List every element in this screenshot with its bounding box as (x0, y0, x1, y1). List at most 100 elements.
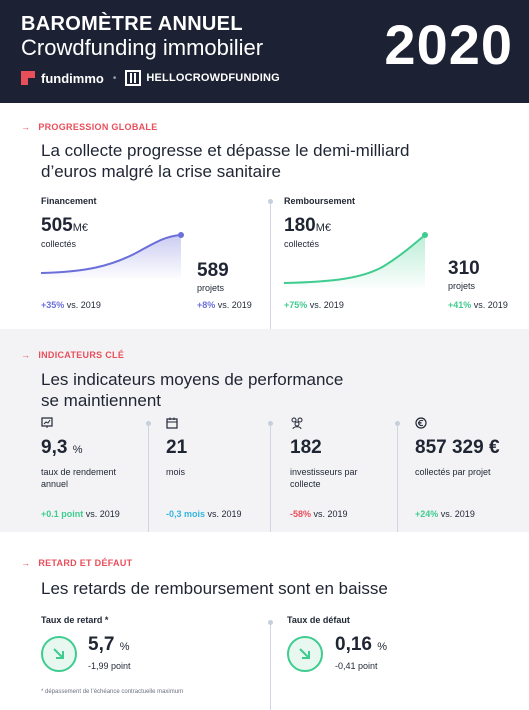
rendement-caption: taux de rendement annuel (41, 466, 116, 490)
remboursement-caption: collectés (284, 239, 320, 249)
financement-area (41, 235, 181, 278)
trend-down-icon (41, 636, 77, 672)
section-indicateurs: → INDICATEURS CLÉ Les indicateurs moyens … (0, 329, 529, 532)
taux-retard-delta: -1,99 point (88, 661, 131, 671)
indicateurs-divider-dot-2 (268, 421, 273, 426)
investisseurs-delta-suffix: vs. 2019 (313, 509, 348, 519)
progression-lead-line2: d’euros malgré la crise sanitaire (41, 162, 281, 181)
montant-projet-delta-value: +24% (415, 509, 439, 519)
retard-footnote: * dépassement de l’échéance contractuell… (41, 689, 184, 695)
rendement-delta: +0.1 point vs. 2019 (41, 509, 120, 519)
retard-kicker: → RETARD ET DÉFAUT (21, 558, 132, 568)
indicateurs-kicker: → INDICATEURS CLÉ (21, 350, 124, 360)
report-title: BAROMÈTRE ANNUEL (21, 13, 243, 35)
partner-logos: fundimmo • HELLOCROWDFUNDING (21, 70, 280, 86)
taux-retard-value: 5,7 % (88, 634, 129, 656)
financement-delta-projects-suffix: vs. 2019 (217, 300, 252, 310)
financement-delta-projects-value: +8% (197, 300, 216, 310)
indicateurs-divider-dot-3 (395, 421, 400, 426)
trend-down-icon (287, 636, 323, 672)
financement-line (41, 234, 182, 274)
remboursement-label: Remboursement (284, 196, 356, 206)
investisseurs-delta: -58% vs. 2019 (290, 509, 348, 519)
arrow-right-icon: → (21, 122, 31, 132)
indicateurs-divider-dot-1 (146, 421, 151, 426)
taux-defaut-label: Taux de défaut (287, 615, 350, 625)
taux-defaut-delta: -0,41 point (335, 661, 378, 671)
retard-kicker-label: RETARD ET DÉFAUT (38, 558, 133, 568)
remboursement-projects-value: 310 (448, 258, 480, 279)
remboursement-line (284, 234, 426, 284)
rendement-unit: % (72, 444, 83, 456)
montant-projet-delta-suffix: vs. 2019 (440, 509, 475, 519)
section-progression: → PROGRESSION GLOBALE La collecte progres… (0, 103, 529, 329)
indicateurs-lead-line1: Les indicateurs moyens de performance (41, 370, 344, 389)
hellocrowdfunding-brand: HELLOCROWDFUNDING (146, 72, 280, 84)
remboursement-projects-caption: projets (448, 281, 476, 291)
calendar-icon (166, 417, 178, 429)
remboursement-delta-projects-value: +41% (448, 300, 472, 310)
retard-divider-dot (268, 620, 273, 625)
montant-projet-value: 857 329 € (415, 437, 500, 458)
header-banner: BAROMÈTRE ANNUEL Crowdfunding immobilier… (0, 0, 529, 103)
rendement-caption-line1: taux de rendement (41, 467, 117, 477)
remboursement-endpoint (422, 232, 428, 238)
duree-caption: mois (166, 467, 186, 477)
montant-projet-delta: +24% vs. 2019 (415, 509, 475, 519)
duree-delta-suffix: vs. 2019 (207, 509, 242, 519)
indicateurs-lead-line2: se maintiennent (41, 391, 162, 410)
remboursement-delta-amount-suffix: vs. 2019 (309, 300, 344, 310)
progression-divider-dot (268, 199, 273, 204)
users-icon (291, 417, 303, 429)
remboursement-delta-amount: +75% vs. 2019 (284, 300, 344, 310)
duree-delta: -0,3 mois vs. 2019 (166, 509, 242, 519)
financement-endpoint (178, 232, 184, 238)
chart-screen-icon (41, 417, 53, 428)
section-retard: → RETARD ET DÉFAUT Les retards de rembour… (0, 532, 529, 710)
taux-retard-label: Taux de retard * (41, 615, 109, 625)
indicateurs-kicker-label: INDICATEURS CLÉ (38, 350, 125, 360)
retard-lead: Les retards de remboursement sont en bai… (41, 579, 388, 598)
fundimmo-logo-icon (21, 71, 35, 85)
remboursement-delta-projects-suffix: vs. 2019 (473, 300, 508, 310)
investisseurs-value: 182 (290, 437, 322, 458)
remboursement-value: 180M€ (284, 215, 331, 237)
montant-projet-caption: collectés par projet (415, 467, 491, 477)
report-year: 2020 (384, 13, 513, 76)
remboursement-amount: 180 (284, 215, 316, 236)
progression-kicker-label: PROGRESSION GLOBALE (38, 122, 158, 132)
rendement-number: 9,3 (41, 437, 68, 458)
progression-lead-line1: La collecte progresse et dépasse le demi… (41, 141, 410, 160)
duree-delta-value: -0,3 mois (166, 509, 206, 519)
investisseurs-caption-line2: collecte (290, 479, 321, 489)
duree-value: 21 (166, 437, 188, 458)
indicateurs-divider-2 (270, 425, 271, 532)
investisseurs-delta-value: -58% (290, 509, 312, 519)
financement-delta-amount-suffix: vs. 2019 (66, 300, 101, 310)
financement-label: Financement (41, 196, 97, 206)
report-subtitle: Crowdfunding immobilier (21, 35, 264, 60)
hellocrowdfunding-logo-icon (125, 70, 142, 86)
brand-separator: • (112, 72, 117, 84)
remboursement-unit: M€ (315, 222, 331, 234)
financement-unit: M€ (72, 222, 88, 234)
indicateurs-divider-3 (397, 425, 398, 532)
progression-kicker: → PROGRESSION GLOBALE (21, 122, 158, 132)
progression-divider (270, 203, 271, 329)
taux-defaut-number: 0,16 (335, 634, 372, 655)
investisseurs-caption: investisseurs par collecte (290, 466, 358, 490)
rendement-caption-line2: annuel (41, 479, 69, 489)
progression-lead: La collecte progresse et dépasse le demi… (41, 140, 410, 182)
remboursement-delta-projects: +41% vs. 2019 (448, 300, 508, 310)
investisseurs-caption-line1: investisseurs par (290, 467, 358, 477)
euro-icon (415, 417, 427, 429)
indicateurs-divider-1 (148, 425, 149, 532)
indicateurs-lead: Les indicateurs moyens de performance se… (41, 369, 343, 411)
financement-delta-projects: +8% vs. 2019 (197, 300, 252, 310)
fundimmo-brand: fundimmo (41, 70, 104, 86)
financement-curve (41, 232, 184, 278)
rendement-value: 9,3 % (41, 437, 82, 459)
rendement-delta-suffix: vs. 2019 (85, 509, 120, 519)
remboursement-delta-amount-value: +75% (284, 300, 308, 310)
financement-delta-amount-value: +35% (41, 300, 65, 310)
